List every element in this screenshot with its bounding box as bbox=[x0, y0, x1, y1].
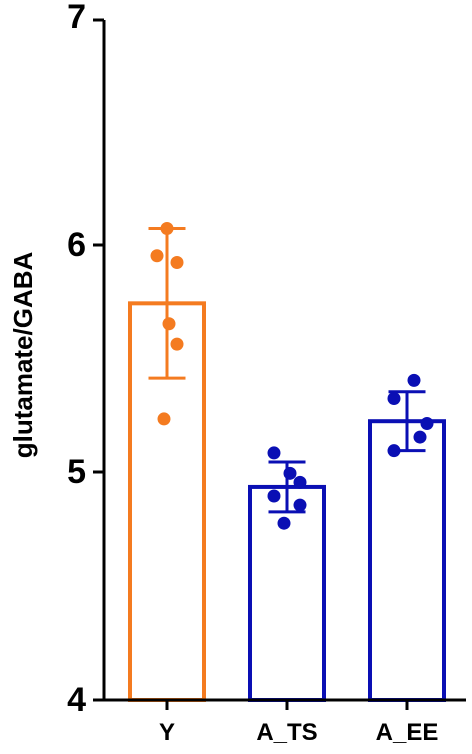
data-point bbox=[293, 498, 307, 512]
data-point bbox=[387, 392, 401, 406]
data-point bbox=[162, 317, 176, 331]
y-axis-title: glutamate/GABA bbox=[8, 251, 38, 458]
data-point bbox=[267, 489, 281, 503]
x-category-label-a-ts: A_TS bbox=[256, 719, 317, 746]
y-tick-label: 5 bbox=[67, 453, 86, 491]
data-point bbox=[407, 373, 421, 387]
data-point bbox=[283, 466, 297, 480]
x-category-label-y: Y bbox=[159, 719, 175, 746]
data-point bbox=[160, 222, 174, 236]
data-point bbox=[170, 256, 184, 270]
bar bbox=[368, 419, 446, 702]
data-point bbox=[157, 412, 171, 426]
x-category-label-a-ee: A_EE bbox=[376, 719, 439, 746]
chart-marks bbox=[128, 222, 446, 702]
data-point bbox=[420, 416, 434, 430]
data-point bbox=[170, 337, 184, 351]
y-tick-label: 6 bbox=[67, 226, 86, 264]
axes bbox=[93, 18, 466, 710]
data-point bbox=[387, 444, 401, 458]
data-point bbox=[150, 249, 164, 263]
data-point bbox=[413, 430, 427, 444]
x-category-labels: Y A_TS A_EE bbox=[159, 719, 438, 746]
y-tick-label: 4 bbox=[67, 681, 86, 719]
data-point bbox=[267, 446, 281, 460]
y-tick-label: 7 bbox=[67, 0, 86, 36]
data-point bbox=[277, 516, 291, 530]
y-tick-labels: 4 5 6 7 bbox=[67, 0, 86, 719]
data-point bbox=[293, 475, 307, 489]
